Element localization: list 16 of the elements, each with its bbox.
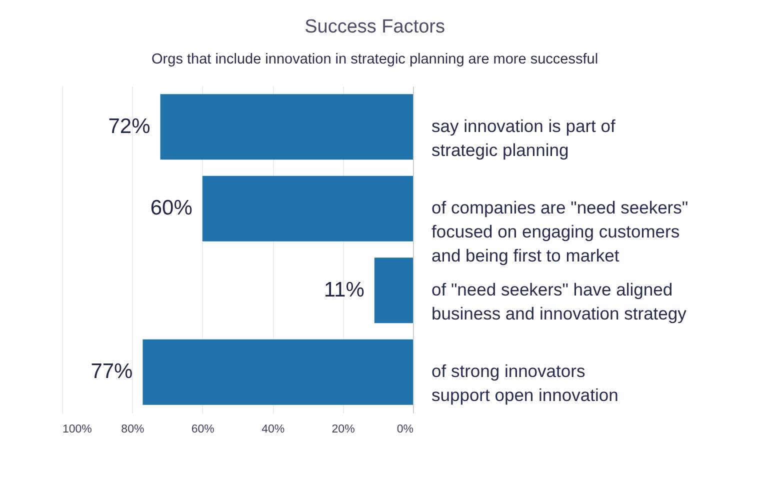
data-label: 11%: [324, 278, 364, 302]
chart-title: Success Factors: [304, 16, 446, 38]
x-tick-label: 60%: [191, 424, 214, 436]
chart-subtitle: Orgs that include innovation in strategic planning are more successful: [152, 52, 598, 68]
x-tick-label: 100%: [62, 424, 92, 436]
y-tick-label: of strong innovators support open innovation: [432, 361, 618, 406]
x-tick-label: 80%: [121, 424, 144, 436]
x-tick-label: 40%: [262, 424, 285, 436]
x-tick-label: 0%: [396, 424, 414, 436]
y-tick-label: say innovation is part of strategic planning: [432, 116, 616, 160]
x-tick-label: 20%: [332, 424, 355, 436]
y-tick-label: of companies are "need seekers" focused on engaging customers and being first to market: [432, 198, 688, 266]
data-label: 77%: [90, 360, 133, 384]
data-label: 60%: [150, 196, 192, 220]
y-tick-label: of "need seekers" have aligned business and innovation strategy: [432, 279, 687, 324]
data-label: 72%: [108, 114, 150, 138]
